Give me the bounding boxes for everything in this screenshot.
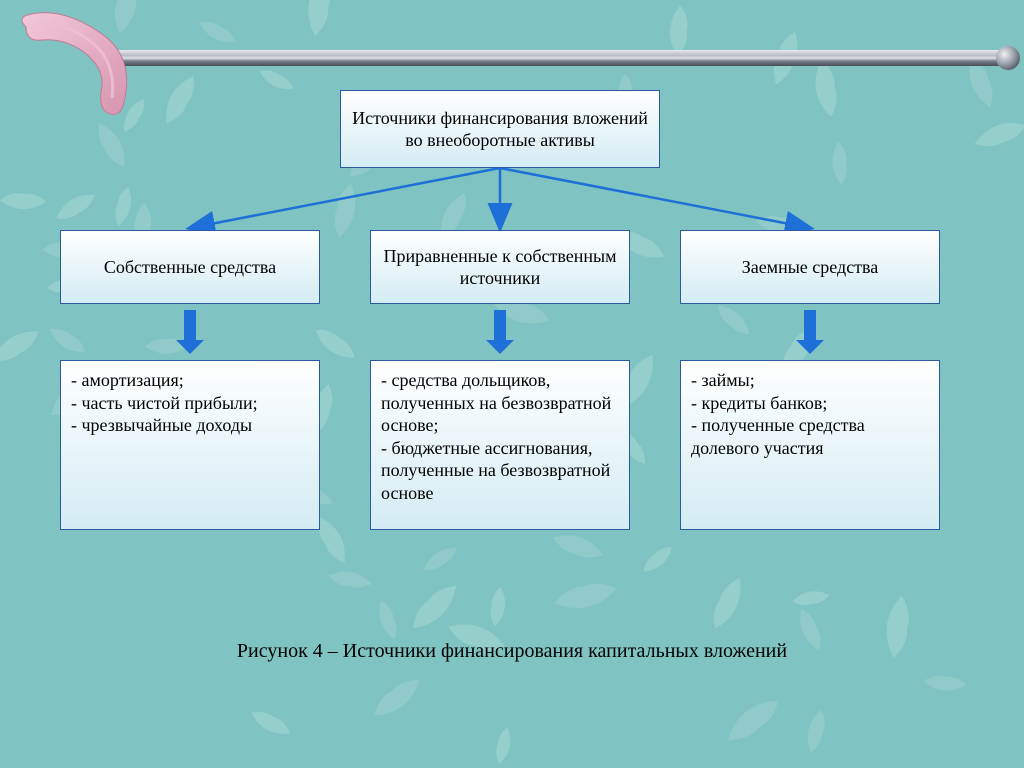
branch-details-0: - амортизация;- часть чистой прибыли;- ч… [60, 360, 320, 530]
branch-title-2: Заемные средства [680, 230, 940, 304]
branch-details-1: - средства дольщиков, полученных на безв… [370, 360, 630, 530]
branch-details-2: - займы;- кредиты банков;- полученные ср… [680, 360, 940, 530]
diagram-content: Источники финансирования вложений во вне… [0, 0, 1024, 768]
root-box: Источники финансирования вложений во вне… [340, 90, 660, 168]
branch-title-1: Приравненные к собственным источники [370, 230, 630, 304]
figure-caption: Рисунок 4 – Источники финансирования кап… [0, 640, 1024, 663]
branch-title-0: Собственные средства [60, 230, 320, 304]
